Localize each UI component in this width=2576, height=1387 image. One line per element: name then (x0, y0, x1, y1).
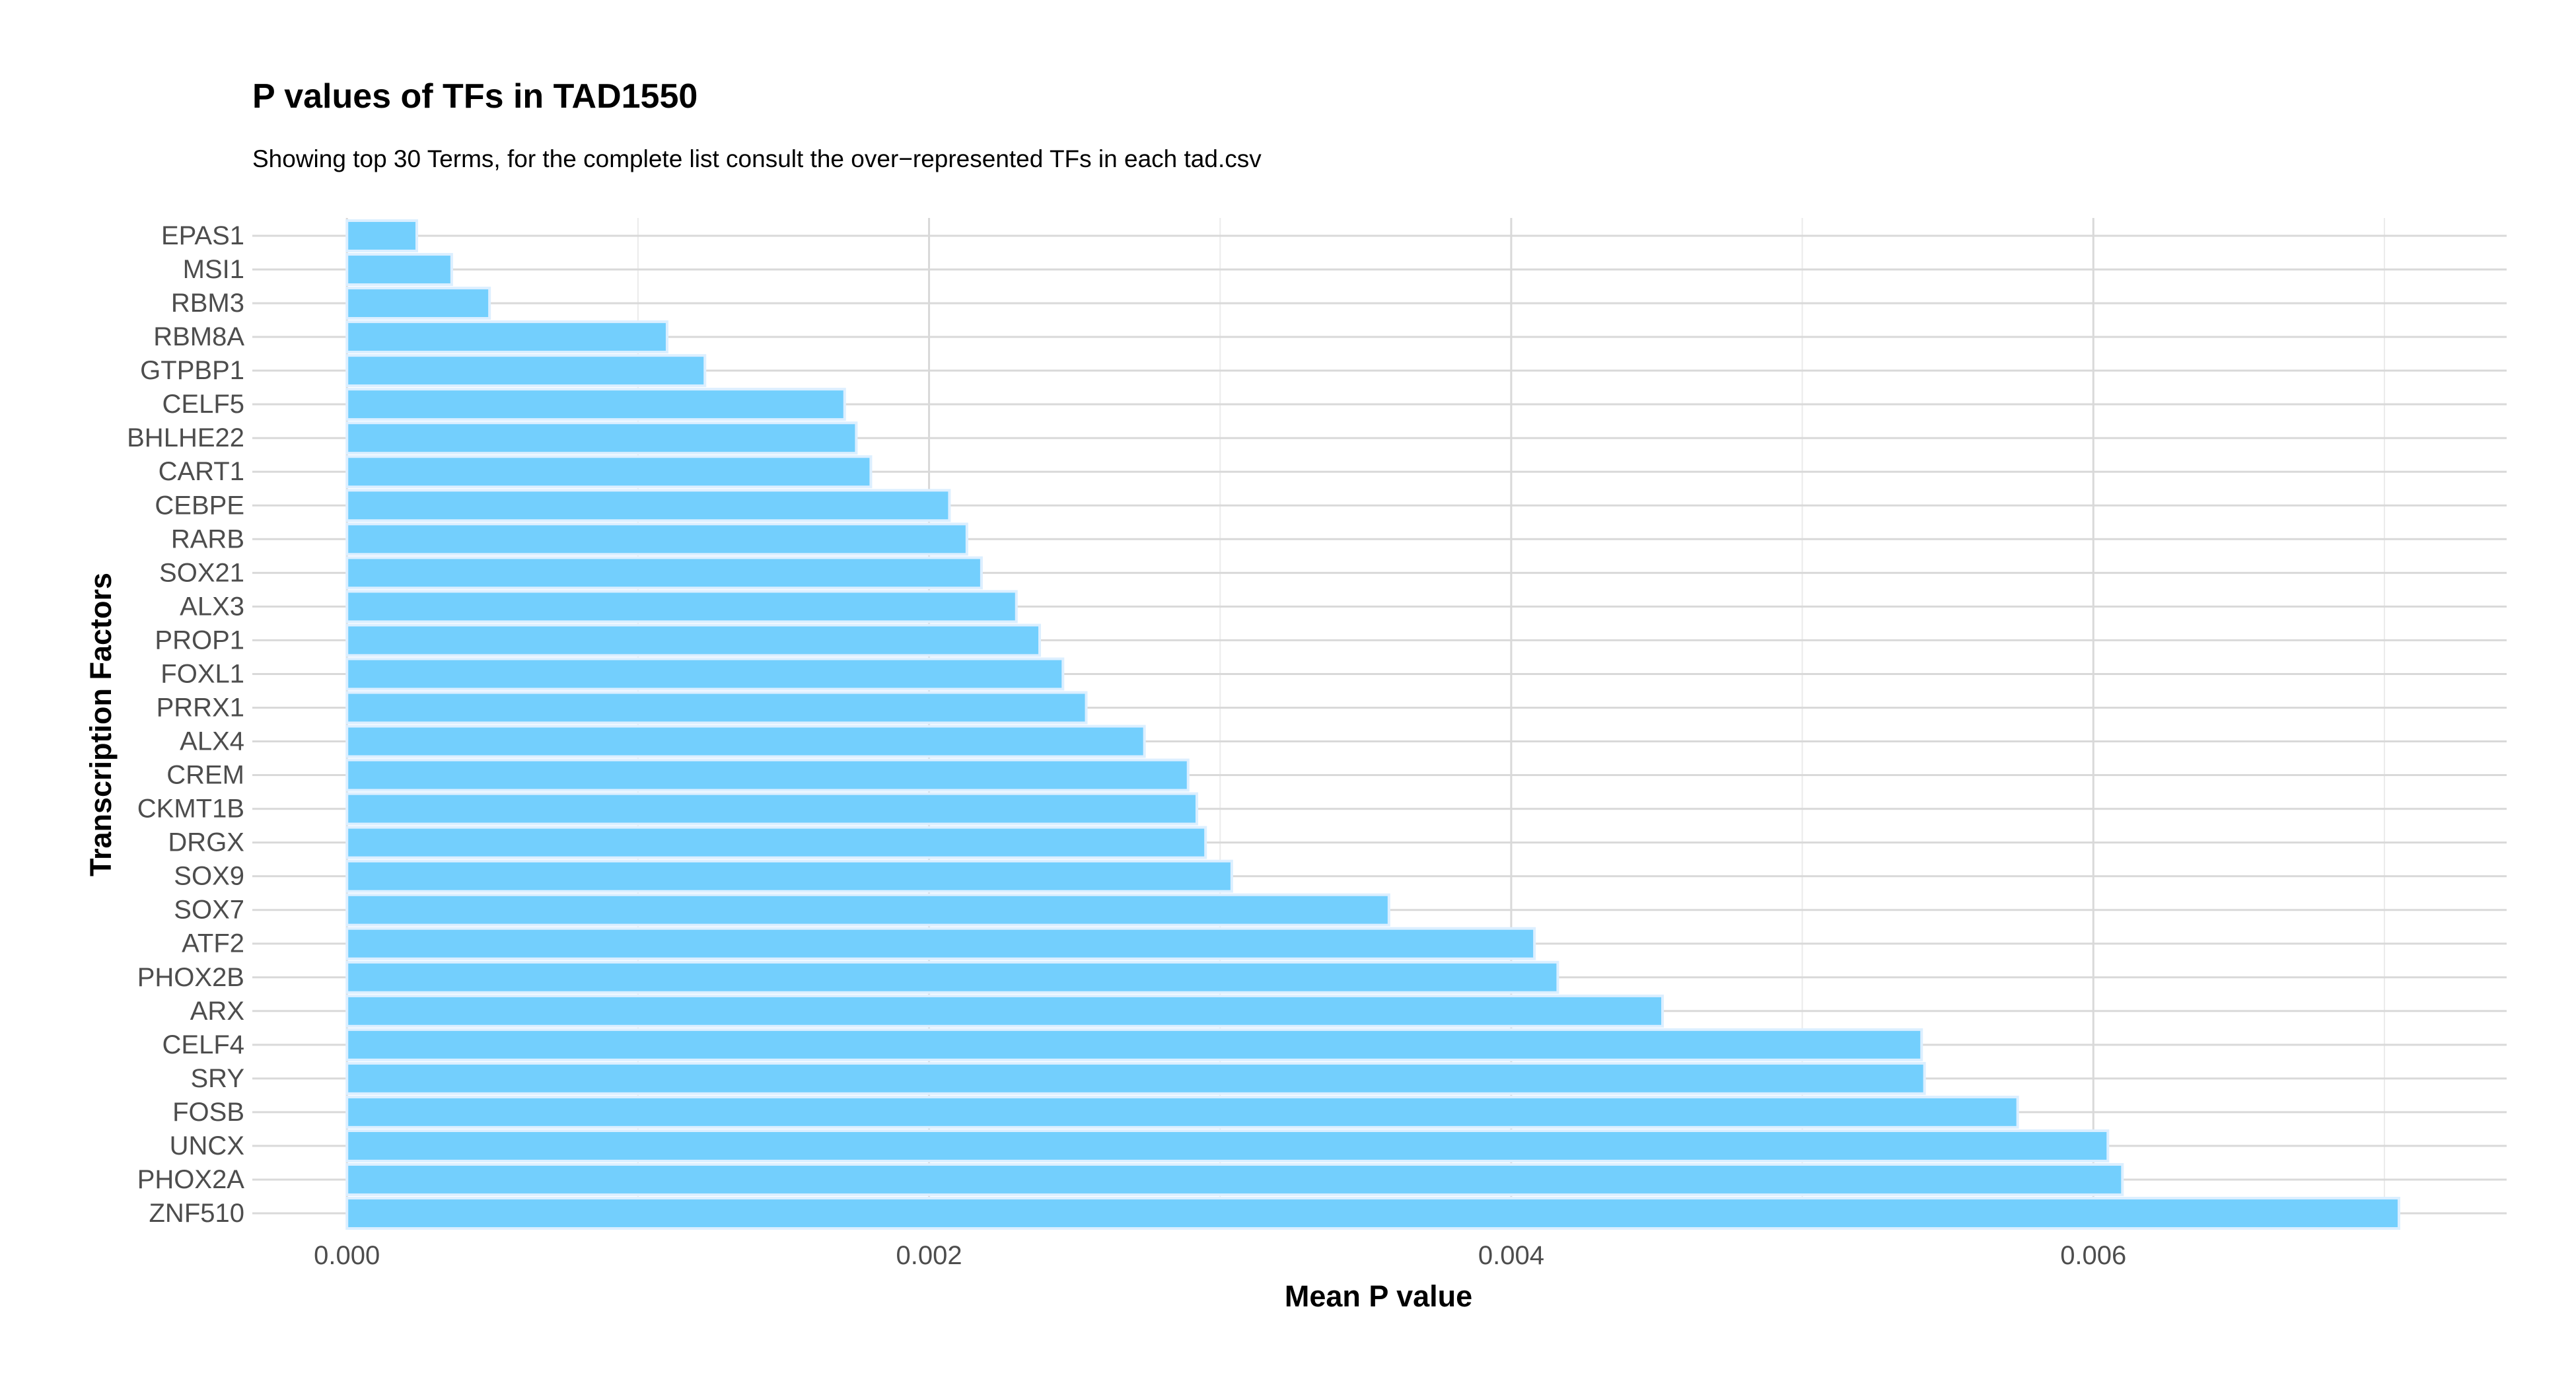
y-tick-label: ATF2 (182, 929, 244, 958)
bar-drgx (345, 826, 1207, 859)
y-tick-label: EPAS1 (161, 221, 244, 250)
x-tick-label: 0.000 (314, 1241, 380, 1270)
y-tick-label: CELF5 (162, 390, 245, 419)
bar-znf510 (345, 1197, 2400, 1230)
y-tick-label: SOX21 (159, 558, 244, 587)
bar-gtpbp1 (345, 354, 707, 388)
y-tick-label: BHLHE22 (127, 423, 244, 452)
bar-prop1 (345, 623, 1042, 657)
bar-phox2b (345, 960, 1559, 994)
bar-phox2a (345, 1163, 2124, 1196)
y-tick-label: SRY (190, 1064, 244, 1093)
y-tick-labels: EPAS1 MSI1 RBM3 RBM8A GTPBP1 CELF5 BHLHE22 CART… (127, 221, 244, 1228)
y-tick-label: GTPBP1 (140, 356, 244, 385)
y-tick-label: ALX3 (180, 592, 244, 621)
y-tick-label: SOX7 (174, 896, 244, 925)
y-tick-label: UNCX (170, 1131, 244, 1160)
y-axis-title: Transcription Factors (84, 573, 118, 876)
y-tick-label: DRGX (168, 828, 244, 857)
bar-arx (345, 994, 1664, 1028)
bar-cart1 (345, 455, 873, 489)
bar-prrx1 (345, 691, 1088, 725)
y-tick-label: CART1 (159, 457, 244, 486)
y-tick-label: FOSB (172, 1098, 244, 1127)
bar-atf2 (345, 927, 1536, 960)
y-tick-label: FOXL1 (161, 659, 244, 688)
x-tick-labels: 0.000 0.002 0.004 0.006 (314, 1241, 2126, 1270)
bar-sox21 (345, 556, 983, 590)
bar-epas1 (345, 219, 418, 252)
y-tick-label: CREM (166, 761, 244, 790)
y-tick-label: RBM8A (153, 322, 244, 351)
bar-fosb (345, 1095, 2019, 1129)
bar-msi1 (345, 253, 453, 287)
y-tick-label: CELF4 (162, 1030, 245, 1059)
bar-uncx (345, 1129, 2110, 1162)
bar-celf5 (345, 388, 846, 421)
bar-crem (345, 758, 1190, 792)
y-tick-label: RARB (171, 524, 244, 553)
bar-bhlhe22 (345, 421, 858, 455)
y-tick-label: ALX4 (180, 727, 244, 756)
bar-ckmt1b (345, 792, 1198, 826)
x-tick-label: 0.004 (1478, 1241, 1544, 1270)
bar-alx3 (345, 590, 1018, 623)
y-tick-label: ARX (190, 997, 244, 1026)
y-tick-label: PROP1 (155, 625, 244, 655)
bar-foxl1 (345, 657, 1065, 691)
bar-rbm8a (345, 320, 668, 354)
y-tick-label: CKMT1B (137, 795, 244, 824)
bar-rbm3 (345, 287, 491, 320)
x-tick-label: 0.002 (896, 1241, 962, 1270)
chart-subtitle: Showing top 30 Terms, for the complete l… (252, 145, 1262, 172)
y-tick-label: SOX9 (174, 862, 244, 891)
y-tick-label: PRRX1 (157, 693, 244, 722)
y-tick-label: ZNF510 (149, 1199, 245, 1228)
y-tick-label: PHOX2B (137, 963, 244, 992)
bar-celf4 (345, 1028, 1923, 1061)
x-tick-label: 0.006 (2060, 1241, 2126, 1270)
bar-sox7 (345, 893, 1390, 927)
bars (345, 219, 2400, 1230)
y-tick-label: MSI1 (183, 255, 244, 284)
y-tick-label: RBM3 (171, 289, 244, 318)
bar-cebpe (345, 489, 951, 522)
bar-rarb (345, 522, 968, 556)
bar-alx4 (345, 725, 1146, 758)
y-tick-label: PHOX2A (137, 1165, 245, 1194)
y-tick-label: CEBPE (155, 491, 244, 520)
chart-title: P values of TFs in TAD1550 (252, 77, 698, 116)
bar-sry (345, 1061, 1926, 1095)
x-axis-title: Mean P value (1285, 1279, 1472, 1313)
bar-sox9 (345, 859, 1233, 893)
